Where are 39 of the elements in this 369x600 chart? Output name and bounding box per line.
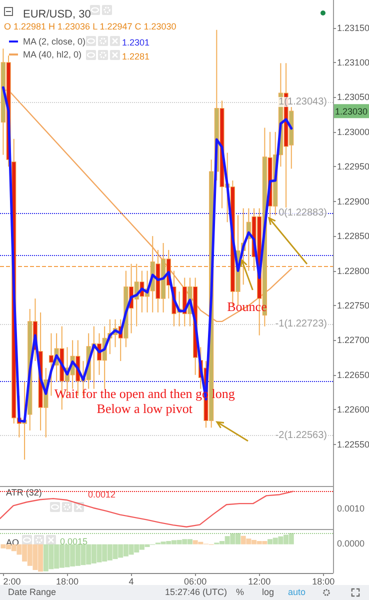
text: EUR/USD, 30: [23, 8, 91, 20]
y-tick-label: 1.22550: [337, 439, 369, 450]
text: %: [236, 587, 244, 597]
x-tick-label: 18:00: [312, 576, 335, 586]
y-tick-label: 1.22950: [337, 162, 369, 172]
annotation: 0.0015: [60, 536, 88, 546]
y-tick-label: 1.22900: [337, 196, 369, 206]
x-tick-label: 4: [128, 576, 134, 586]
y-tick-label: 1.22650: [337, 370, 369, 380]
ref-line-label: 1(1.23043): [278, 96, 327, 108]
x-tick-label: 2:00: [3, 576, 21, 586]
text: log: [262, 587, 274, 597]
y-tick-label: 1.22800: [337, 266, 369, 276]
y-tick-label: 1.23000: [337, 126, 369, 137]
y-tick-label: 1.22850: [337, 231, 369, 242]
y-tick-label: 1.23150: [337, 22, 369, 33]
x-tick-label: 18:00: [56, 576, 79, 586]
annotation: O 1.22981 H 1.23036 L 1.22947 C 1.23030: [4, 22, 176, 32]
y-tick-label: 1.23050: [337, 92, 369, 102]
annotation: 0.0012: [88, 490, 116, 500]
text: Date Range: [8, 587, 56, 597]
ref-line-label: -1(1.22723): [275, 318, 327, 330]
y-tick-label: 1.23100: [337, 57, 369, 68]
x-tick-label: 06:00: [184, 576, 207, 586]
annotation: 1.2281: [122, 52, 150, 62]
y-tick-label: 1.22700: [337, 335, 369, 346]
annotation: 1.2301: [122, 38, 150, 48]
legend-label: MA (2, close, 0): [23, 36, 86, 46]
text: 15:27:46 (UTC): [165, 587, 228, 597]
x-tick-label: 12:00: [248, 576, 271, 586]
text: 0.0000: [337, 538, 365, 548]
y-tick-label: 1.22750: [337, 300, 369, 310]
text: 0.0010: [337, 504, 365, 514]
text: auto: [288, 587, 306, 597]
ref-line-label: 0(1.22883): [278, 208, 327, 219]
ref-line-label: -2(1.22563): [275, 430, 327, 441]
y-tick-label: 1.22600: [337, 404, 369, 415]
annotation: 1.23030: [335, 106, 368, 117]
legend-label: MA (40, hl2, 0): [23, 50, 82, 60]
